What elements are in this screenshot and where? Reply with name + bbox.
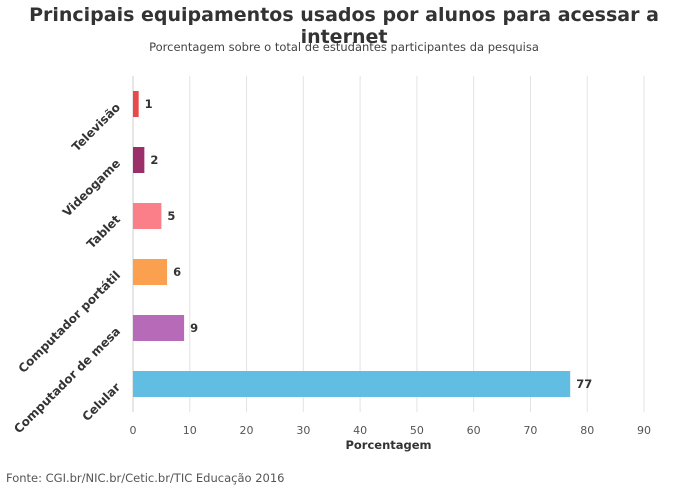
- data-label: 6: [173, 265, 181, 279]
- data-label: 5: [167, 209, 175, 223]
- source-note: Fonte: CGI.br/NIC.br/Cetic.br/TIC Educaç…: [6, 471, 285, 485]
- x-tick-label: 20: [240, 424, 254, 437]
- bar: [133, 371, 571, 397]
- x-tick-label: 0: [130, 424, 137, 437]
- category-label: Televisão: [69, 100, 123, 154]
- data-label: 1: [145, 97, 153, 111]
- bar: [133, 259, 168, 285]
- x-tick-label: 50: [410, 424, 424, 437]
- data-labels: 1 2 5 6 9 77: [145, 97, 593, 391]
- gridlines: [132, 76, 645, 412]
- x-tick-label: 70: [523, 424, 537, 437]
- bars: [133, 91, 571, 397]
- chart-subtitle: Porcentagem sobre o total de estudantes …: [149, 40, 539, 54]
- x-tick-label: 60: [467, 424, 481, 437]
- x-tick-label: 90: [637, 424, 651, 437]
- data-label: 9: [190, 321, 198, 335]
- category-label: Videogame: [60, 156, 123, 219]
- data-label: 2: [150, 153, 158, 167]
- category-label: Tablet: [84, 212, 123, 251]
- bar: [133, 315, 185, 341]
- category-label: Computador de mesa: [11, 324, 123, 436]
- bar: [133, 147, 145, 173]
- bar: [133, 203, 162, 229]
- x-tick-label: 40: [353, 424, 367, 437]
- chart-title: Principais equipamentos usados por aluno…: [29, 4, 659, 48]
- x-tick-label: 80: [580, 424, 594, 437]
- x-tick-label: 30: [296, 424, 310, 437]
- data-label: 77: [576, 377, 592, 391]
- category-label: Celular: [79, 380, 123, 424]
- category-label: Computador portátil: [16, 268, 123, 375]
- x-tick-label: 10: [183, 424, 197, 437]
- x-axis-title: Porcentagem: [345, 438, 431, 452]
- bar: [133, 91, 139, 117]
- x-tick-labels: 0 10 20 30 40 50 60 70 80 90: [130, 424, 652, 437]
